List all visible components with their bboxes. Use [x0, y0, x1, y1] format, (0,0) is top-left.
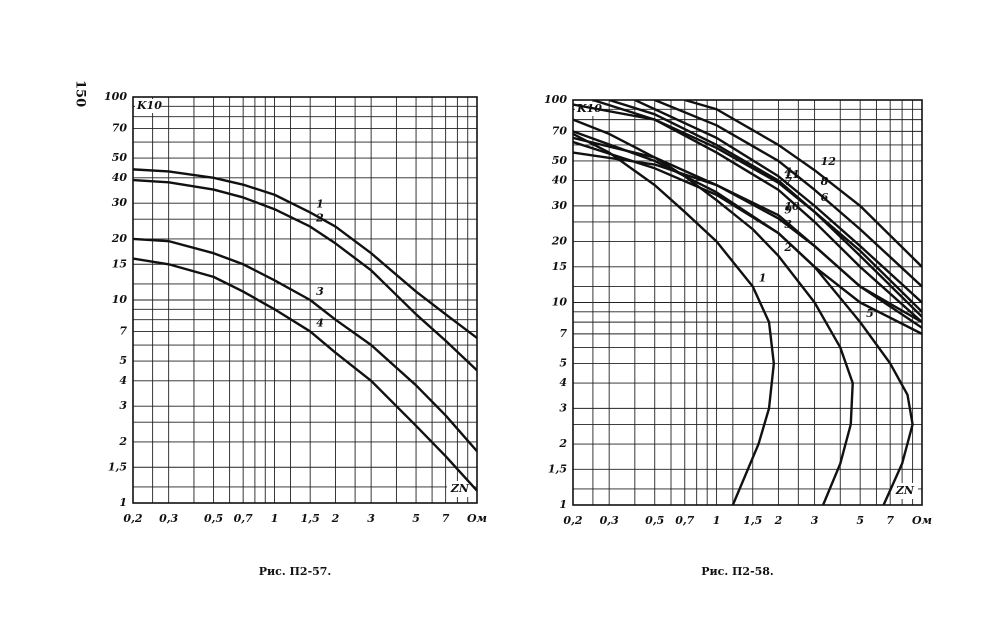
- series-label: 8: [821, 175, 829, 188]
- series-label: 7: [784, 175, 792, 188]
- x-tick-label: 2: [331, 512, 340, 525]
- y-tick-label: 100: [104, 90, 127, 103]
- y-tick-label: 40: [112, 171, 128, 184]
- curve: [573, 151, 922, 329]
- y-tick-label: 3: [119, 399, 127, 412]
- x-tick-label: 5: [856, 514, 864, 527]
- page-number: 150: [73, 80, 88, 107]
- x-tick-label: 0,3: [159, 512, 178, 525]
- caption: Рис. П2-57.: [259, 565, 332, 578]
- y-tick-label: 50: [112, 151, 128, 164]
- y-tick-label: 10: [112, 293, 128, 306]
- x-tick-label: Ом: [912, 514, 932, 527]
- y-tick-label: 2: [118, 435, 127, 448]
- label-bg: [892, 483, 918, 499]
- y-tick-label: 100: [544, 93, 567, 106]
- x-tick-label: 2: [774, 514, 783, 527]
- curve: [573, 118, 854, 505]
- x-tick-label: 1: [271, 512, 279, 525]
- y-tick-label: 1: [559, 498, 567, 511]
- x-tick-label: Ом: [467, 512, 487, 525]
- series-label: 2: [315, 212, 324, 225]
- caption: Рис. П2-58.: [701, 565, 774, 578]
- y-tick-label: 5: [559, 356, 567, 369]
- x-tick-label: 7: [442, 512, 450, 525]
- x-axis-label: ZN: [450, 482, 470, 495]
- y-tick-label: 20: [111, 232, 128, 245]
- x-tick-label: 5: [412, 512, 420, 525]
- y-tick-label: 30: [552, 199, 568, 212]
- series-label: 5: [866, 307, 874, 320]
- curve: [133, 178, 477, 372]
- curve: [133, 257, 477, 492]
- x-tick-label: 1,5: [743, 514, 762, 527]
- series-label: 10: [784, 200, 800, 213]
- series-label: 2: [783, 241, 792, 254]
- y-tick-label: 5: [119, 354, 127, 367]
- series-label: 1: [316, 197, 324, 210]
- x-tick-label: 0,7: [675, 514, 694, 527]
- plot-frame: [132, 96, 478, 504]
- label-bg: [135, 99, 161, 113]
- series-label: 1: [759, 271, 767, 284]
- series-label: 4: [784, 166, 792, 179]
- y-tick-label: 2: [558, 437, 567, 450]
- x-tick-label: 0,7: [234, 512, 253, 525]
- curve: [133, 237, 477, 452]
- y-tick-label: 7: [559, 327, 567, 340]
- y-tick-label: 10: [552, 296, 568, 309]
- curve: [573, 140, 914, 505]
- series-label: 4: [316, 316, 324, 329]
- curve: [608, 100, 922, 313]
- series-label: 11: [784, 168, 799, 181]
- y-tick-label: 1,5: [108, 460, 127, 473]
- x-tick-label: 0,5: [204, 512, 223, 525]
- label-bg: [447, 481, 473, 497]
- y-tick-label: 50: [552, 154, 568, 167]
- y-tick-label: 20: [551, 235, 568, 248]
- x-tick-label: 0,5: [645, 514, 664, 527]
- x-tick-label: 0,2: [563, 514, 582, 527]
- curve: [684, 100, 922, 268]
- curve: [133, 168, 477, 339]
- y-axis-label: K10: [136, 99, 162, 112]
- y-tick-label: 70: [112, 121, 128, 134]
- series-label: 9: [784, 203, 792, 216]
- y-tick-label: 15: [112, 257, 127, 270]
- y-tick-label: 40: [552, 174, 568, 187]
- x-tick-label: 1,5: [301, 512, 320, 525]
- y-tick-label: 1,5: [548, 462, 567, 475]
- x-tick-label: 0,3: [600, 514, 619, 527]
- series-label: 3: [316, 285, 324, 298]
- x-tick-label: 3: [811, 514, 819, 527]
- y-tick-label: 1: [119, 496, 127, 509]
- y-tick-label: 3: [559, 401, 567, 414]
- x-tick-label: 1: [713, 514, 721, 527]
- y-tick-label: 4: [119, 374, 127, 387]
- series-label: 12: [821, 155, 837, 168]
- x-tick-label: 7: [886, 514, 894, 527]
- x-tick-label: 0,2: [123, 512, 142, 525]
- y-tick-label: 15: [552, 260, 567, 273]
- curve: [654, 100, 922, 288]
- x-tick-label: 3: [367, 512, 375, 525]
- curve: [573, 136, 922, 324]
- y-tick-label: 7: [119, 324, 127, 337]
- curve: [573, 132, 776, 505]
- curve: [573, 103, 922, 318]
- curve: [634, 100, 922, 304]
- y-tick-label: 4: [559, 376, 567, 389]
- y-tick-label: 30: [112, 196, 128, 209]
- y-tick-label: 70: [552, 124, 568, 137]
- x-axis-label: ZN: [895, 484, 915, 497]
